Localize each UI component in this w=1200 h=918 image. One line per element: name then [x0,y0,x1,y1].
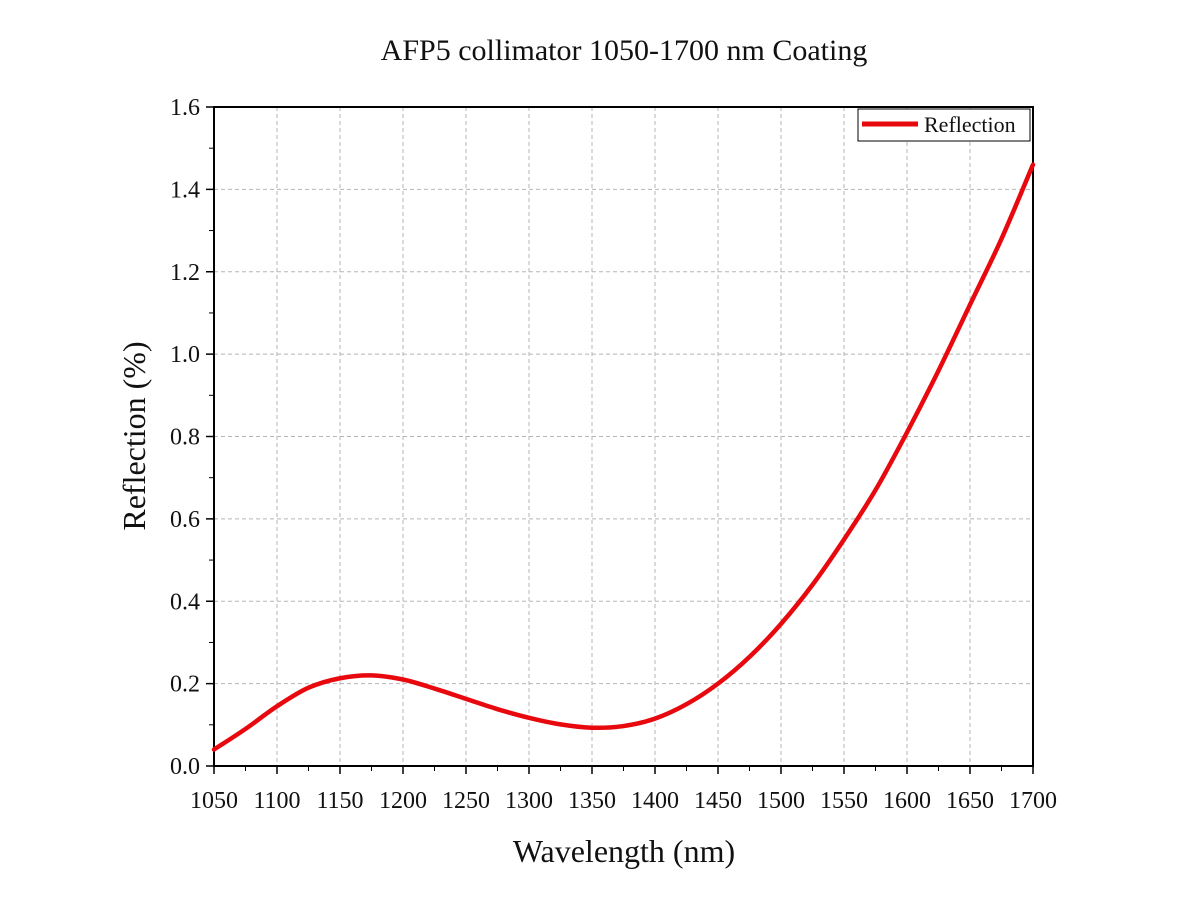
x-tick-label: 1600 [883,788,931,814]
x-tick-label: 1550 [820,788,868,814]
x-tick-label: 1150 [316,788,363,814]
series-line-reflection [211,162,1036,752]
y-axis-label: Reflection (%) [116,341,152,530]
y-tick-label: 1.0 [170,342,200,368]
legend: Reflection [857,108,1031,142]
x-tick-label: 1200 [379,788,427,814]
y-tick-label: 0.0 [170,754,200,780]
x-tick-label: 1400 [631,788,679,814]
grid-lines [214,107,1033,766]
y-tick-label: 0.8 [170,425,200,451]
series-layer [211,162,1036,752]
legend-label-reflection: Reflection [924,112,1016,137]
chart-title: AFP5 collimator 1050-1700 nm Coating [381,34,868,67]
x-tick-label: 1100 [253,788,300,814]
y-tick-label: 1.2 [170,260,200,286]
axis-ticks: 1050 1100 1150 1200 1250 1300 1350 1400 1450 1500… [170,95,1057,814]
y-tick-label: 0.4 [170,589,200,615]
x-tick-label: 1700 [1009,788,1057,814]
y-tick-label: 1.4 [170,177,200,203]
y-tick-label: 0.6 [170,507,200,533]
x-tick-label: 1250 [442,788,490,814]
y-tick-label: 0.2 [170,672,200,698]
x-tick-label: 1050 [190,788,238,814]
x-tick-label: 1450 [694,788,742,814]
x-tick-label: 1500 [757,788,805,814]
x-tick-label: 1300 [505,788,553,814]
x-tick-label: 1350 [568,788,616,814]
x-axis-label: Wavelength (nm) [513,833,735,869]
x-tick-label: 1650 [946,788,994,814]
y-tick-label: 1.6 [170,95,200,121]
